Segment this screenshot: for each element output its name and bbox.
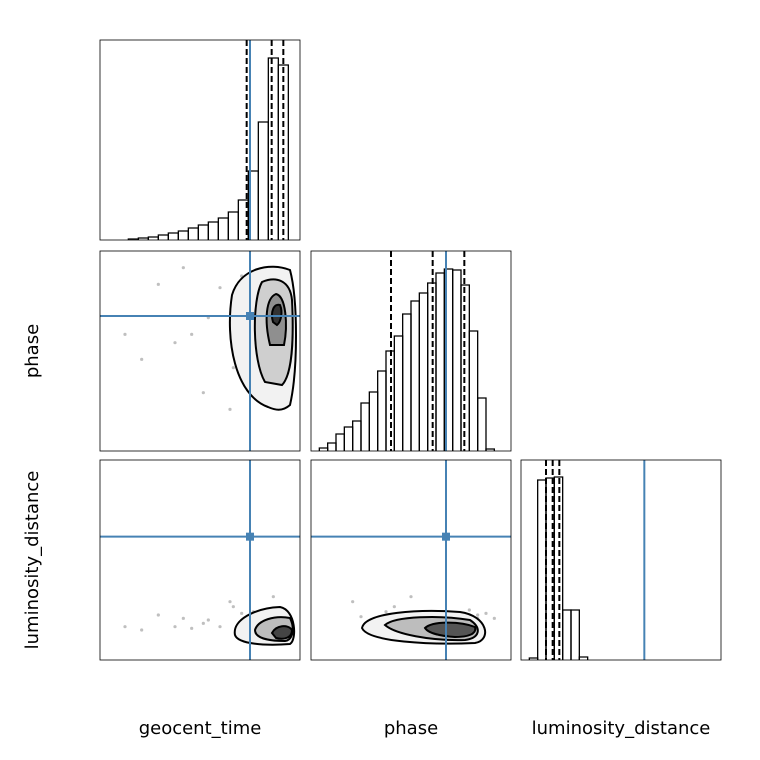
histogram-bin (360, 402, 370, 451)
truth-marker (246, 312, 254, 320)
histogram-bin (578, 656, 589, 660)
histogram-bin (277, 64, 289, 240)
panel-frame (310, 250, 512, 452)
histogram-bin (327, 442, 337, 451)
y-axis-label: luminosity_distance (22, 471, 43, 650)
histogram-bin (335, 433, 345, 451)
histogram-bin (562, 609, 572, 660)
top-layer: phase luminosity_distance geocent_time phas… (22, 39, 722, 739)
histogram-bin (435, 272, 445, 451)
x-axis-label: phase (384, 718, 438, 739)
histogram-bin (485, 448, 495, 451)
panel-frame (99, 459, 301, 661)
histogram-bin (267, 57, 279, 240)
histogram-bin (343, 426, 354, 451)
histogram-bin (207, 221, 219, 240)
sample-point (467, 608, 471, 612)
histogram-bin (368, 391, 379, 451)
histogram-bin (477, 397, 487, 451)
histogram-bin (227, 211, 239, 240)
histogram-bin (468, 330, 479, 451)
panel-frame (99, 250, 301, 452)
x-axis-label: geocent_time (139, 718, 262, 739)
sample-point (492, 616, 496, 620)
sample-point (359, 615, 363, 619)
panel-frame (99, 39, 301, 241)
histogram-bin (410, 300, 420, 451)
sample-point (218, 286, 222, 290)
y-axis-label: phase (22, 324, 43, 378)
sample-point (271, 595, 275, 599)
sample-point (190, 332, 194, 336)
histogram-bin (197, 224, 209, 240)
sample-point (190, 626, 194, 630)
histogram-bin (570, 609, 580, 660)
histogram-bin (452, 269, 462, 451)
histogram-bin (167, 232, 179, 240)
truth-marker (442, 532, 450, 541)
density-contours (228, 265, 486, 646)
sample-point (240, 611, 244, 615)
histogram-bin (377, 370, 387, 451)
sample-point (173, 625, 177, 629)
sample-point (228, 407, 232, 411)
sample-point (173, 341, 177, 345)
histogram-bin (352, 420, 362, 451)
sample-point (156, 613, 160, 617)
histogram-bin (177, 230, 189, 240)
sample-point (351, 600, 355, 604)
sample-point (156, 282, 160, 286)
sample-point (201, 621, 205, 625)
sample-point (206, 618, 210, 622)
histogram-bin (187, 227, 199, 240)
sample-point (231, 366, 235, 370)
point-layer (123, 266, 496, 639)
sample-point (140, 628, 144, 632)
histogram-bin (393, 335, 404, 451)
histogram-bin (157, 234, 169, 240)
contour (270, 303, 283, 327)
sample-point (181, 616, 185, 620)
panel-frame (520, 459, 722, 661)
sample-point (228, 600, 232, 604)
sample-point (140, 357, 144, 361)
sample-point (231, 605, 235, 609)
histogram-bin (147, 236, 159, 240)
histogram-bin (402, 313, 412, 451)
sample-point (409, 595, 413, 599)
histogram-bin (257, 121, 269, 240)
panel-frame (310, 459, 512, 661)
contour (270, 625, 294, 640)
histogram-bin (553, 476, 564, 660)
sample-point (181, 266, 185, 270)
sample-point (484, 611, 488, 615)
sample-point (123, 625, 127, 629)
histogram-bin (318, 447, 329, 451)
truth-marker (246, 532, 254, 541)
sample-point (392, 605, 396, 609)
histogram-bin (537, 479, 547, 660)
sample-point (384, 610, 388, 614)
sample-point (201, 391, 205, 395)
sample-point (218, 625, 222, 629)
x-axis-label: luminosity_distance (532, 718, 711, 739)
histogram-bin (418, 292, 429, 451)
histogram-bin (217, 217, 229, 240)
sample-point (476, 613, 480, 617)
sample-point (123, 332, 127, 336)
